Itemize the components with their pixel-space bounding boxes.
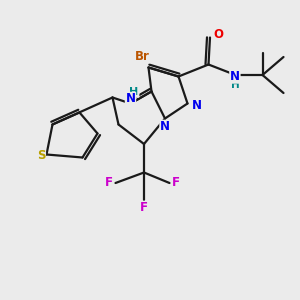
Text: N: N <box>125 92 136 106</box>
Text: H: H <box>130 87 139 97</box>
Text: H: H <box>230 80 239 90</box>
Text: Br: Br <box>135 50 150 63</box>
Text: N: N <box>160 120 170 134</box>
Text: F: F <box>172 176 180 190</box>
Text: O: O <box>213 28 224 41</box>
Text: N: N <box>230 70 240 83</box>
Text: F: F <box>140 201 148 214</box>
Text: S: S <box>37 148 45 162</box>
Text: N: N <box>191 99 202 112</box>
Text: F: F <box>105 176 113 190</box>
